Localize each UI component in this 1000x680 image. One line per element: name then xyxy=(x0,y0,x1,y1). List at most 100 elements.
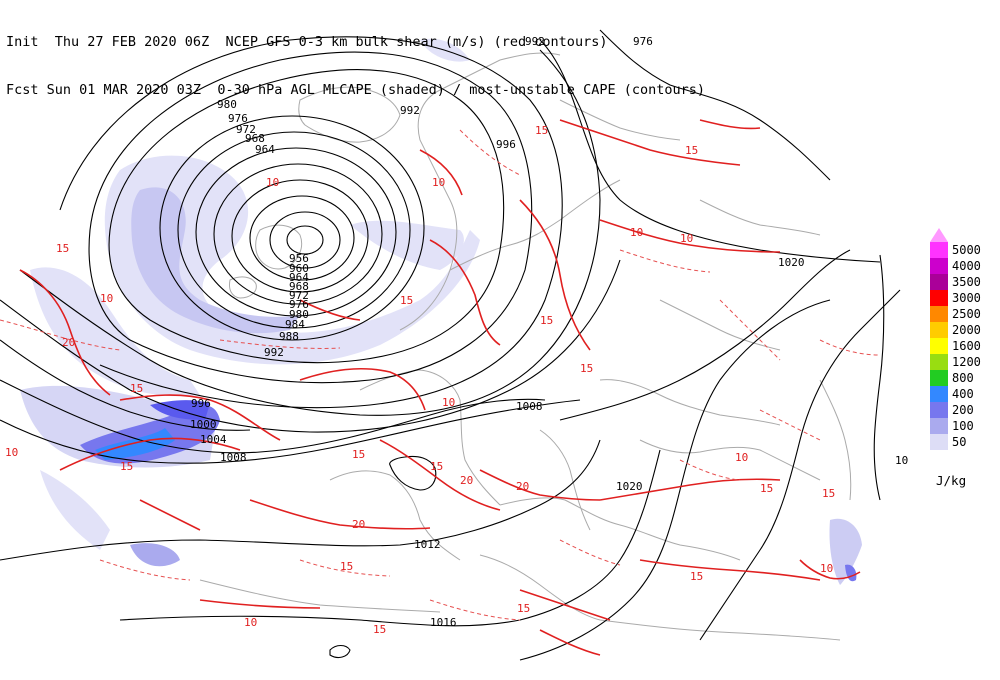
legend-item: 50 xyxy=(930,434,1000,450)
legend-item: 400 xyxy=(930,386,1000,402)
isobar-label: 1008 xyxy=(220,451,247,464)
legend-swatch xyxy=(930,258,948,274)
shear-label: 15 xyxy=(56,242,69,255)
shear-label: 15 xyxy=(430,460,443,473)
isobar-label: 956 xyxy=(289,252,309,265)
shear-label: 15 xyxy=(340,560,353,573)
legend-label: 3500 xyxy=(952,275,981,289)
shear-label: 15 xyxy=(535,124,548,137)
shear-label: 10 xyxy=(266,176,279,189)
shear-label: 15 xyxy=(685,144,698,157)
legend-swatch xyxy=(930,386,948,402)
legend-item: 2500 xyxy=(930,306,1000,322)
shear-label: 10 xyxy=(680,232,693,245)
legend-item: 100 xyxy=(930,418,1000,434)
legend-label: 2000 xyxy=(952,323,981,337)
legend-swatch xyxy=(930,402,948,418)
legend-swatch xyxy=(930,322,948,338)
shear-label: 10 xyxy=(5,446,18,459)
legend-swatch xyxy=(930,370,948,386)
legend-label: 4000 xyxy=(952,259,981,273)
legend-item: 4000 xyxy=(930,258,1000,274)
legend-label: 5000 xyxy=(952,243,981,257)
isobar-label: 1016 xyxy=(430,616,457,629)
shear-label: 10 xyxy=(630,226,643,239)
shear-label: 15 xyxy=(373,623,386,636)
shear-label: 20 xyxy=(62,336,75,349)
isobar-label: 1008 xyxy=(516,400,543,413)
legend-units: J/kg xyxy=(936,473,967,488)
coastlines xyxy=(199,52,852,641)
legend-label: 50 xyxy=(952,435,967,449)
isobar-label: 964 xyxy=(289,271,309,284)
isobar-label: 1020 xyxy=(616,480,643,493)
map-header: Init Thu 27 FEB 2020 06Z NCEP GFS 0-3 km… xyxy=(6,2,705,114)
legend-item: 1600 xyxy=(930,338,1000,354)
legend-item: 200 xyxy=(930,402,1000,418)
shear-label: 15 xyxy=(760,482,773,495)
legend-label: 100 xyxy=(952,419,974,433)
shear-label: 15 xyxy=(580,362,593,375)
isobar-label: 976 xyxy=(228,112,248,125)
isobar-label: 980 xyxy=(217,98,237,111)
isobar-label: 992 xyxy=(525,35,545,48)
isobar-label: 992 xyxy=(264,346,284,359)
header-line-init: Init Thu 27 FEB 2020 06Z NCEP GFS 0-3 km… xyxy=(6,34,608,50)
legend-label: 200 xyxy=(952,403,974,417)
legend-label: 2500 xyxy=(952,307,981,321)
legend-item: 3500 xyxy=(930,274,1000,290)
isobar-label: 1000 xyxy=(190,418,217,431)
shear-label: 15 xyxy=(822,487,835,500)
isobar-label: 964 xyxy=(255,143,275,156)
legend-item: 3000 xyxy=(930,290,1000,306)
legend-swatch xyxy=(930,418,948,434)
shear-labels: 15 15 10 10 15 20 15 10 10 15 15 20 15 1… xyxy=(5,124,835,636)
shear-label: 15 xyxy=(540,314,553,327)
shear-label: 15 xyxy=(352,448,365,461)
legend-swatch xyxy=(930,290,948,306)
shear-label: 10 xyxy=(100,292,113,305)
legend-label: 1200 xyxy=(952,355,981,369)
isobar-label: 968 xyxy=(289,280,309,293)
legend-label: 800 xyxy=(952,371,974,385)
isobar-label: 996 xyxy=(496,138,516,151)
shear-label: 20 xyxy=(460,474,473,487)
shear-label: 10 xyxy=(244,616,257,629)
isobar-label: 996 xyxy=(191,397,211,410)
isobar-label: 1020 xyxy=(778,256,805,269)
shear-label: 10 xyxy=(442,396,455,409)
shear-label: 15 xyxy=(517,602,530,615)
isobar-label: 1004 xyxy=(200,433,227,446)
legend-item: 5000 xyxy=(930,242,1000,258)
isobar-label: 968 xyxy=(245,132,265,145)
isobar-label: 960 xyxy=(289,262,309,275)
legend-swatch xyxy=(930,242,948,258)
isobar-label: 1012 xyxy=(414,538,441,551)
isobar-label: 984 xyxy=(285,318,305,331)
shear-label: 10 xyxy=(735,451,748,464)
isobar-label: 976 xyxy=(633,35,653,48)
shear-label: 15 xyxy=(400,294,413,307)
isobar-label: 972 xyxy=(236,123,256,136)
shear-contours-dashed xyxy=(0,129,881,621)
shear-label: 15 xyxy=(690,570,703,583)
legend-item: 800 xyxy=(930,370,1000,386)
legend-item: 2000 xyxy=(930,322,1000,338)
legend-item: 1200 xyxy=(930,354,1000,370)
shear-contours xyxy=(19,119,861,656)
legend-label: 400 xyxy=(952,387,974,401)
shear-label: 15 xyxy=(130,382,143,395)
header-line-fcst: Fcst Sun 01 MAR 2020 03Z 0-30 hPa AGL ML… xyxy=(6,82,705,98)
isobar-label: 980 xyxy=(289,308,309,321)
isobar-label: 972 xyxy=(289,289,309,302)
isobar-label: 10 xyxy=(895,454,908,467)
legend-label: 1600 xyxy=(952,339,981,353)
legend-swatch xyxy=(930,274,948,290)
isobars xyxy=(0,29,901,661)
isobar-label: 992 xyxy=(400,104,420,117)
shear-label: 15 xyxy=(120,460,133,473)
legend-swatch xyxy=(930,306,948,322)
legend-swatch xyxy=(930,338,948,354)
isobar-label: 976 xyxy=(289,298,309,311)
